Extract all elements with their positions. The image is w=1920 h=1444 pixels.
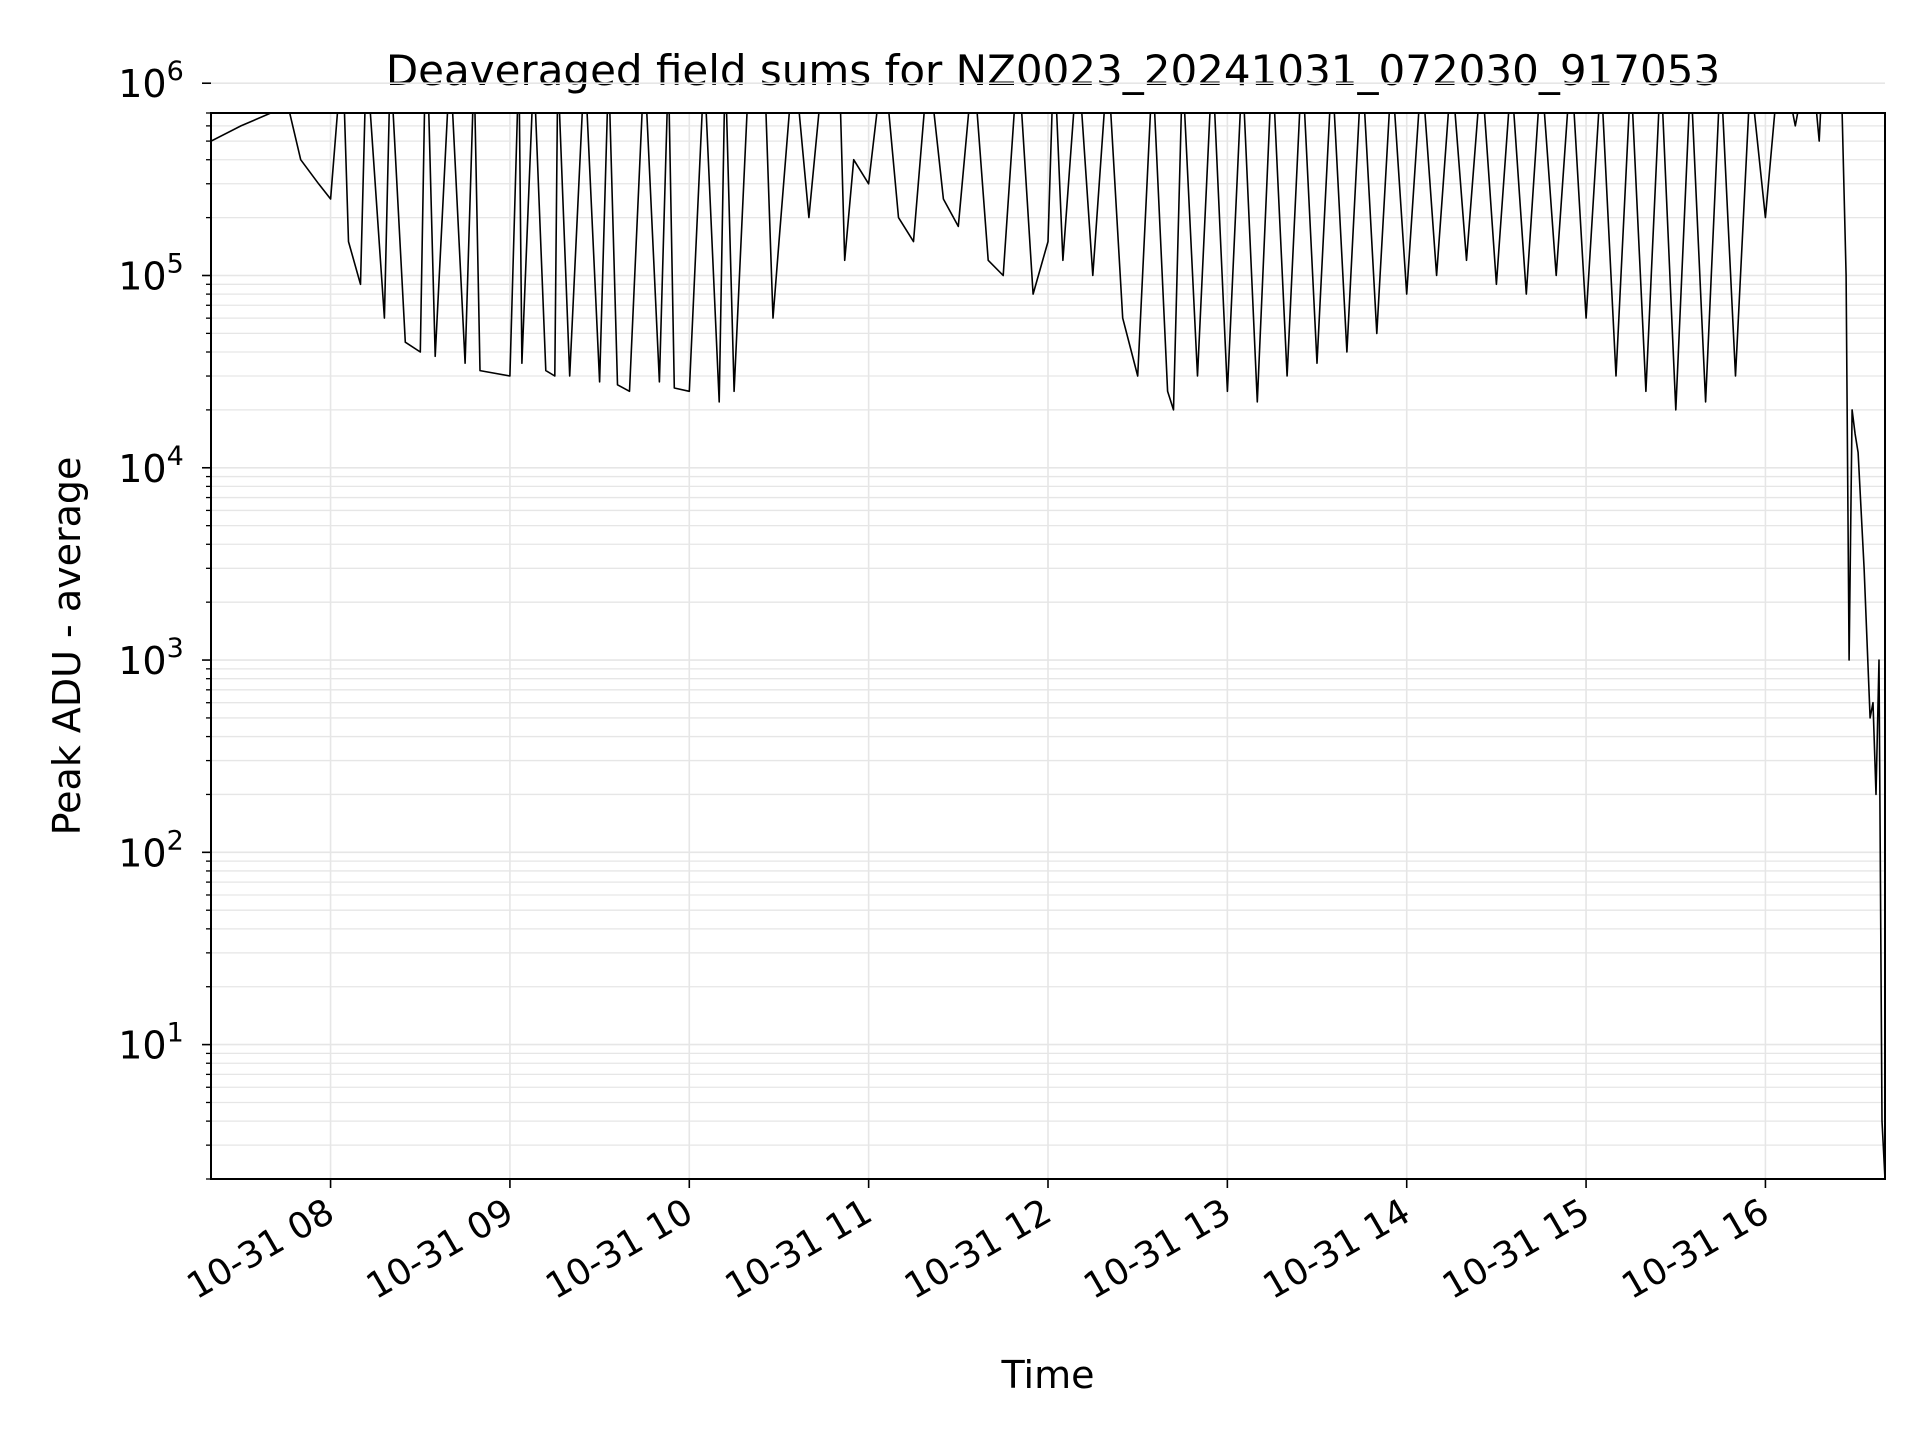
y-tick-label: 105 xyxy=(118,248,184,298)
x-axis-label: Time xyxy=(1001,1353,1095,1397)
y-tick-base: 10 xyxy=(118,1024,166,1068)
y-tick-label: 106 xyxy=(118,56,184,106)
plot-layer xyxy=(211,113,1885,1179)
chart-title: Deaveraged field sums for NZ0023_2024103… xyxy=(386,46,1720,95)
y-tick-base: 10 xyxy=(118,447,166,491)
y-tick-label: 104 xyxy=(118,441,184,491)
y-tick-exponent: 2 xyxy=(167,825,184,856)
y-tick-base: 10 xyxy=(118,254,166,298)
y-tick-base: 10 xyxy=(118,639,166,683)
y-tick-exponent: 6 xyxy=(167,56,184,87)
grid-layer xyxy=(211,82,1885,1180)
y-tick-base: 10 xyxy=(118,62,166,106)
y-tick-label: 102 xyxy=(118,825,184,875)
y-tick-label: 101 xyxy=(118,1018,184,1068)
series-line xyxy=(211,113,1885,1179)
y-tick-label: 103 xyxy=(118,633,184,683)
y-tick-exponent: 3 xyxy=(167,633,184,664)
y-tick-exponent: 5 xyxy=(167,248,184,279)
y-axis-label: Peak ADU - average xyxy=(45,457,89,836)
y-tick-exponent: 1 xyxy=(167,1018,184,1049)
y-tick-base: 10 xyxy=(118,831,166,875)
y-tick-exponent: 4 xyxy=(167,441,184,472)
